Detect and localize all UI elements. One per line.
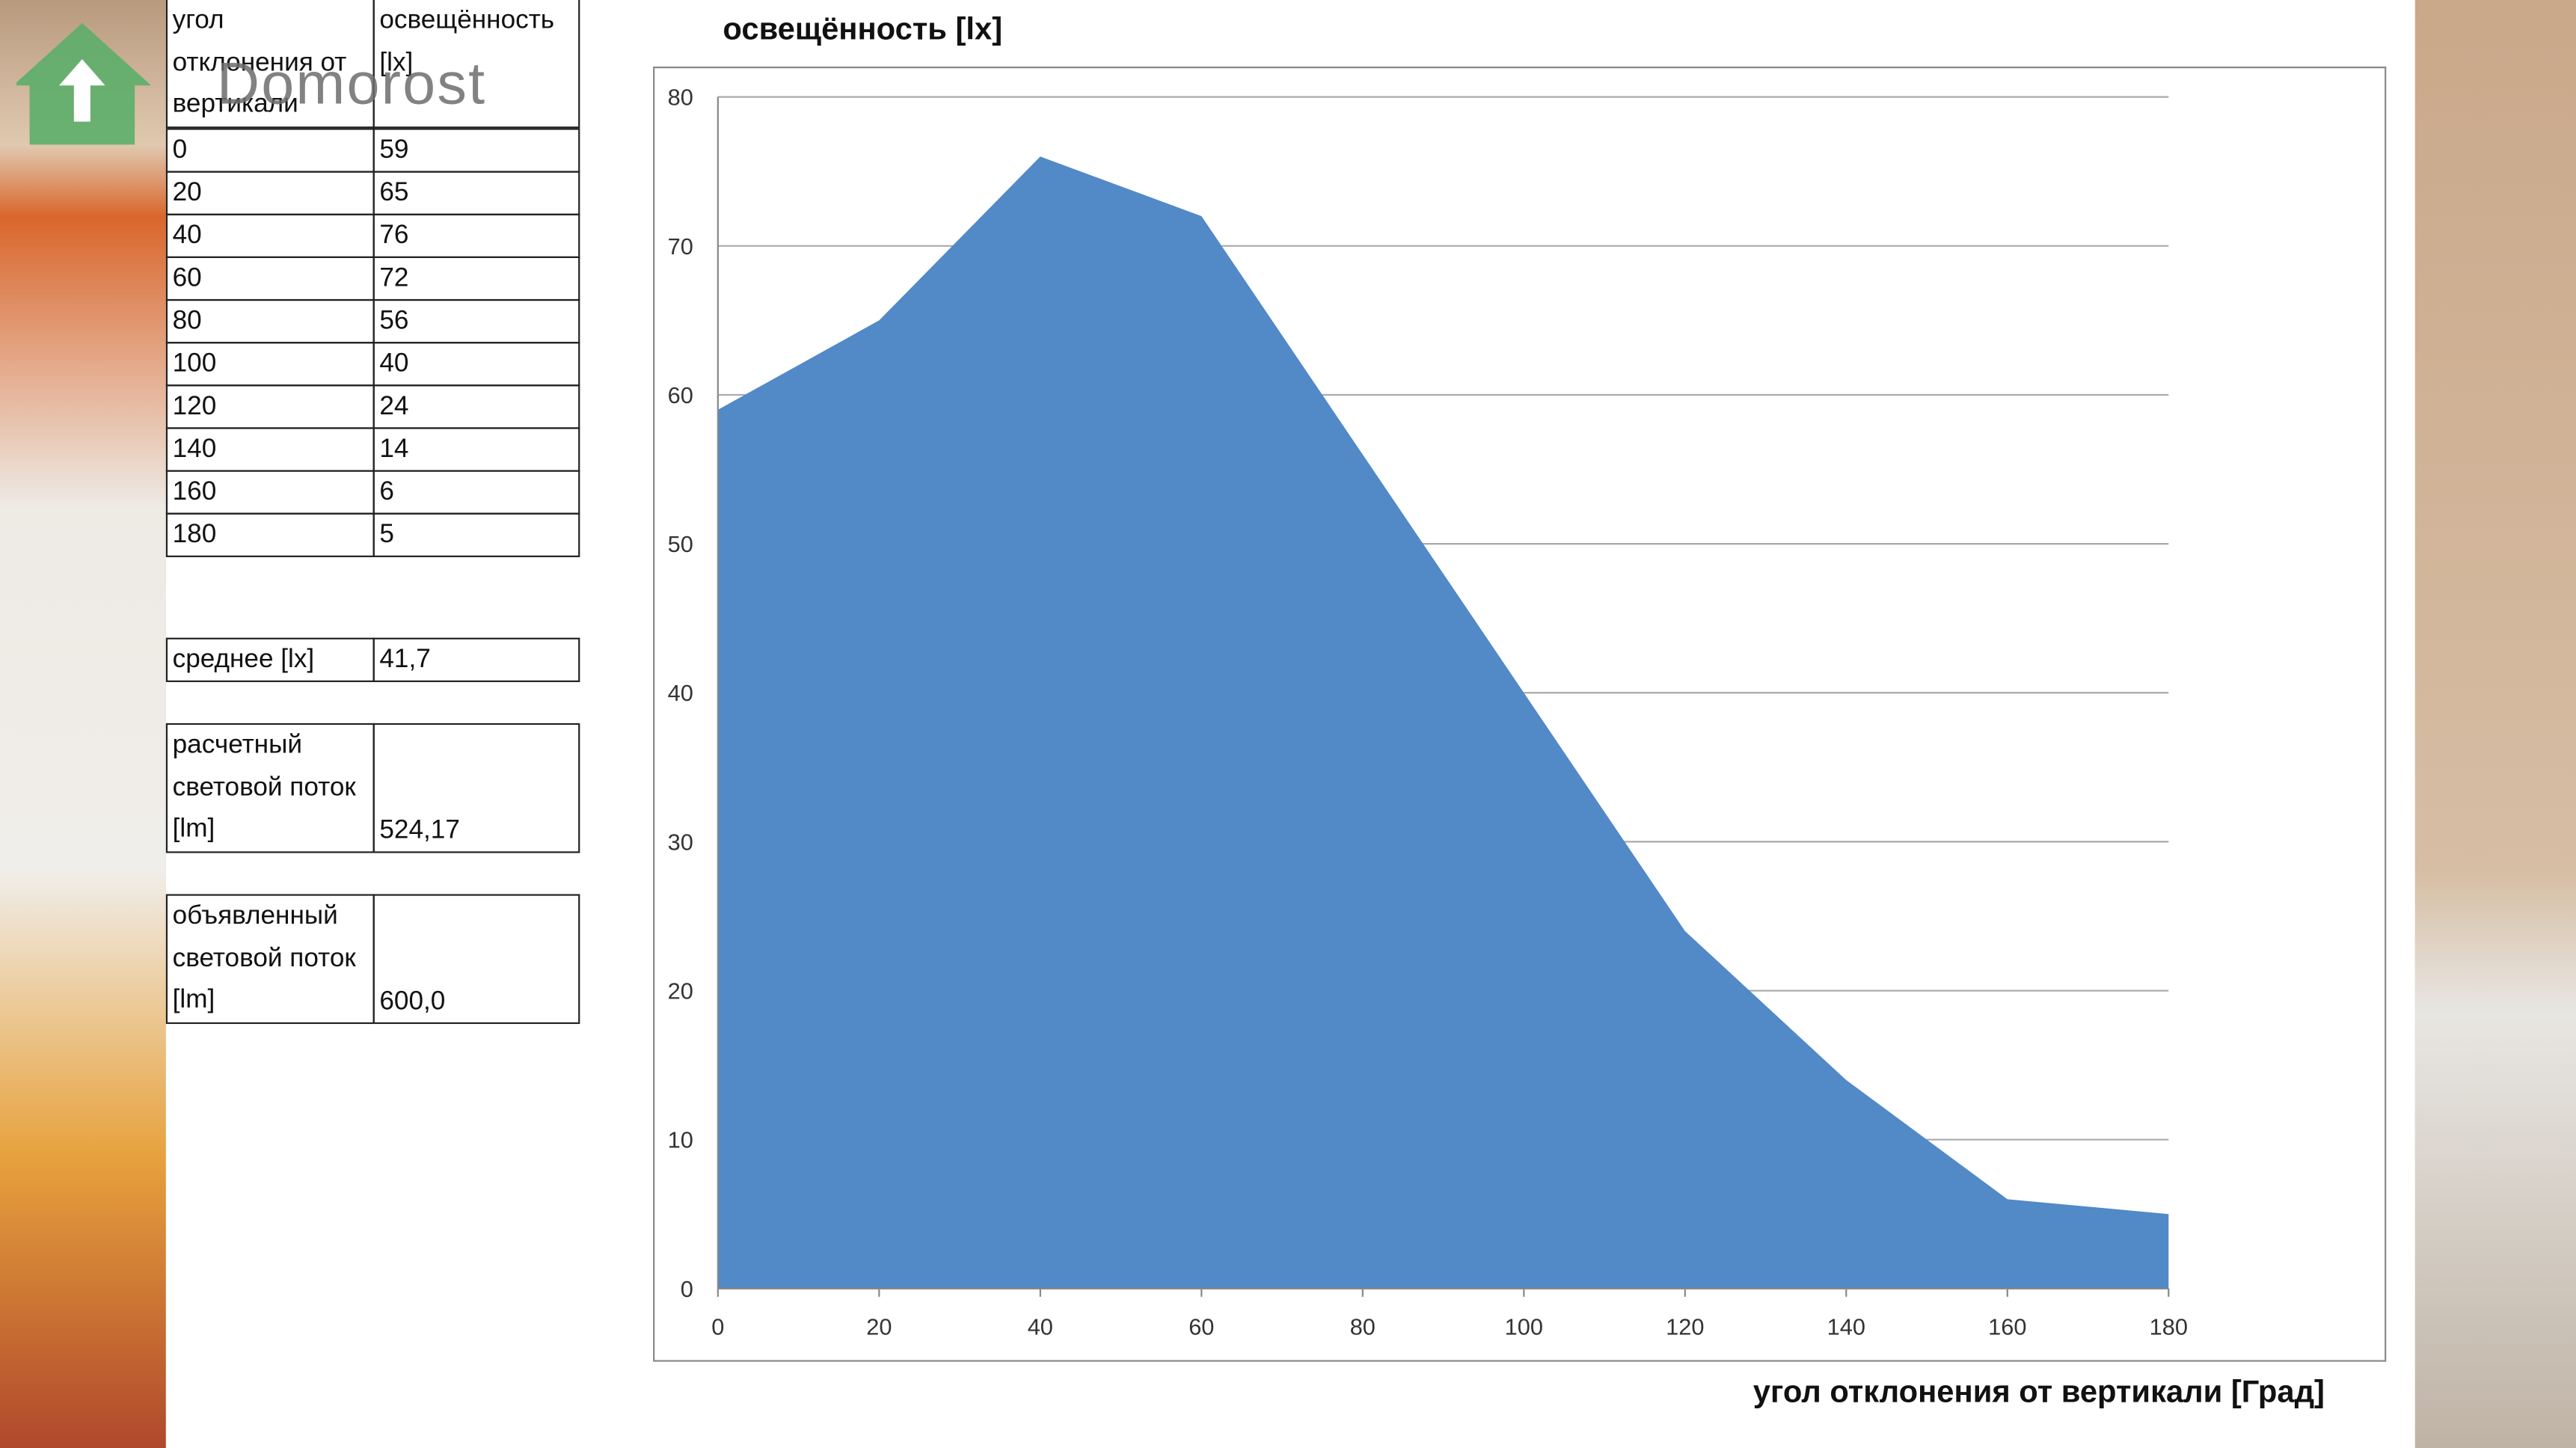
table-cell: 5 (372, 512, 580, 557)
x-tick-label: 120 (1666, 1313, 1704, 1340)
y-tick-label: 60 (668, 382, 693, 408)
x-tick-label: 60 (1189, 1313, 1214, 1340)
y-tick-label: 80 (668, 85, 693, 111)
x-tick-label: 20 (866, 1313, 892, 1340)
chart-border (653, 66, 2387, 1362)
summary-label: среднее [lx] (165, 637, 375, 682)
y-tick-label: 30 (668, 829, 693, 855)
y-tick-label: 70 (668, 233, 693, 260)
summary-value: 41,7 (372, 637, 580, 682)
summary-label: расчетный световой поток [lm] (165, 723, 375, 853)
header-cell: угол отклонения от вертикали (165, 0, 375, 129)
area (717, 156, 2169, 1289)
table-cell: 180 (165, 512, 375, 557)
summary-value-text: 41,7 (379, 645, 431, 673)
y-tick-label: 50 (668, 531, 693, 557)
x-tick-label: 180 (2150, 1313, 2188, 1340)
x-tick-label: 140 (1827, 1313, 1865, 1340)
summary-value-text: 600,0 (379, 987, 446, 1015)
x-tick-label: 100 (1505, 1313, 1543, 1340)
y-tick-label: 0 (681, 1276, 693, 1302)
y-tick-label: 10 (668, 1127, 693, 1153)
x-tick-label: 0 (711, 1313, 724, 1340)
x-tick-label: 40 (1028, 1313, 1053, 1340)
photo-right (2414, 0, 2576, 1448)
x-tick-label: 80 (1350, 1313, 1376, 1340)
summary-value: 600,0 (372, 894, 580, 1025)
photo-left (0, 0, 166, 1448)
watermark: Domorost (216, 49, 487, 117)
y-tick-label: 20 (668, 978, 693, 1004)
summary-value: 524,17 (372, 723, 580, 853)
table-cell: 20 (165, 171, 375, 215)
y-tick-label: 40 (668, 680, 693, 706)
summary-value-text: 524,17 (379, 816, 460, 844)
logo-icon (16, 22, 152, 145)
x-axis-label: угол отклонения от вертикали [Град] (1753, 1373, 2325, 1408)
x-tick-label: 160 (1988, 1313, 2026, 1340)
header-cell: освещённость [lx] (372, 0, 580, 129)
chart-title: освещённость [lx] (723, 11, 1002, 46)
